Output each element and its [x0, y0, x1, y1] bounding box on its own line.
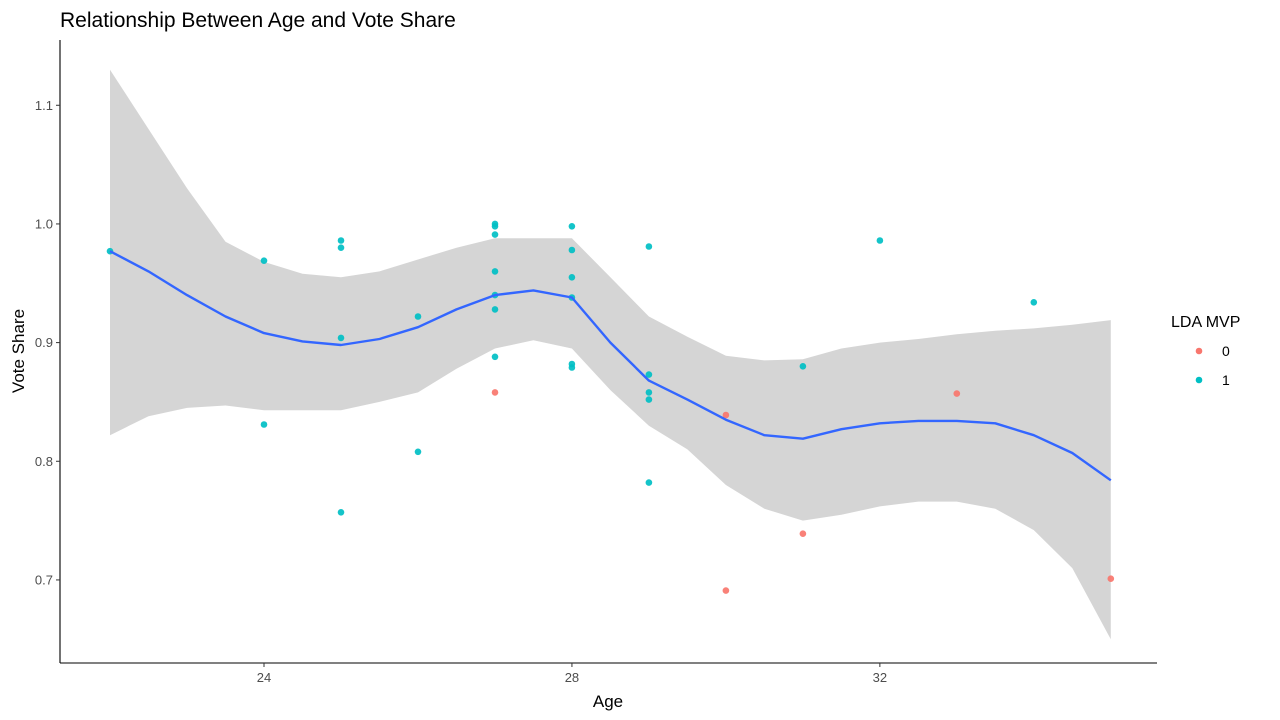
confidence-band	[110, 69, 1111, 640]
legend-entries: 01	[1195, 343, 1230, 388]
x-tick-label: 28	[565, 670, 579, 685]
data-point	[491, 231, 499, 238]
data-point	[568, 364, 576, 371]
data-point	[491, 353, 499, 361]
data-point	[876, 237, 884, 244]
data-point	[491, 268, 499, 275]
legend-key	[1195, 347, 1203, 355]
data-point	[645, 243, 653, 250]
data-point	[645, 389, 653, 396]
data-point	[1107, 575, 1115, 582]
data-point	[337, 334, 345, 342]
data-point	[722, 587, 730, 594]
smooth-line	[109, 250, 1112, 482]
data-point	[568, 246, 576, 254]
data-point	[260, 421, 268, 428]
x-axis-ticks: 24 28 32	[257, 663, 887, 685]
data-point	[568, 274, 576, 281]
y-axis-label: Vote Share	[9, 309, 28, 393]
data-point	[414, 448, 422, 456]
data-point	[337, 244, 345, 251]
data-point	[568, 223, 576, 230]
x-tick-label: 24	[257, 670, 271, 685]
smooth-line-layer	[109, 250, 1112, 482]
legend-key	[1195, 376, 1203, 384]
data-point	[645, 396, 653, 403]
legend: LDA MVP 01	[1171, 314, 1240, 388]
legend-title: LDA MVP	[1171, 314, 1240, 331]
data-point	[1030, 299, 1038, 306]
x-axis-label: Age	[593, 692, 623, 711]
confidence-band-layer	[110, 69, 1111, 640]
y-tick-label: 1.0	[35, 216, 53, 231]
data-point	[799, 363, 807, 370]
data-point	[491, 389, 499, 396]
y-axis-ticks: 0.7 0.8 0.9 1.0 1.1	[35, 98, 60, 587]
data-point	[799, 530, 807, 537]
legend-label: 1	[1222, 372, 1230, 388]
y-tick-label: 0.7	[35, 572, 53, 587]
data-point	[491, 306, 499, 313]
data-point	[953, 390, 961, 397]
y-tick-label: 1.1	[35, 98, 53, 113]
data-point	[337, 237, 345, 244]
data-point	[337, 509, 345, 516]
x-tick-label: 32	[873, 670, 887, 685]
data-point	[645, 371, 653, 378]
legend-label: 0	[1222, 343, 1230, 359]
chart-title: Relationship Between Age and Vote Share	[60, 9, 456, 32]
y-tick-label: 0.8	[35, 454, 53, 469]
points-layer	[106, 220, 1115, 594]
data-point	[645, 479, 653, 486]
data-point	[722, 411, 730, 419]
data-point	[414, 313, 422, 320]
y-tick-label: 0.9	[35, 335, 53, 350]
data-point	[260, 257, 268, 265]
data-point	[491, 223, 499, 230]
